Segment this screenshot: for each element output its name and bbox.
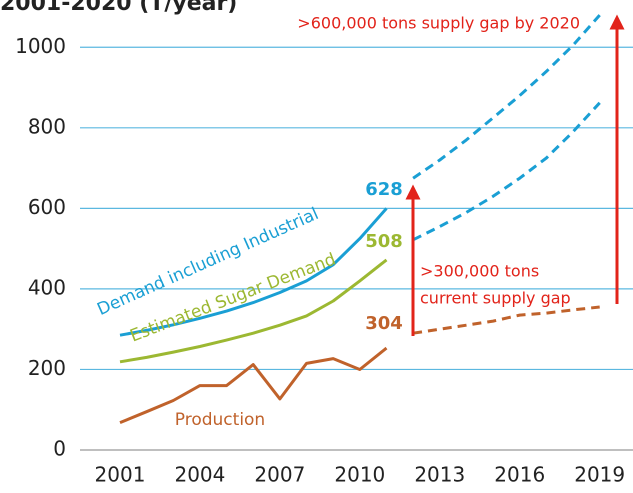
chart-title: 2001-2020 (T/year) (0, 0, 237, 16)
y-tick-label: 0 (53, 437, 66, 461)
x-tick-label: 2007 (254, 463, 305, 487)
y-tick-label: 600 (28, 195, 66, 219)
y-tick-label: 800 (28, 114, 66, 138)
series-label: Estimated Sugar Demand (127, 250, 338, 347)
x-tick-label: 2019 (574, 463, 625, 487)
x-tick-label: 2010 (334, 463, 385, 487)
y-tick-label: 200 (28, 356, 66, 380)
x-tick-label: 2001 (95, 463, 146, 487)
y-tick-label: 400 (28, 275, 66, 299)
series-line (119, 258, 388, 364)
annotation: >300,000 tons (420, 262, 539, 281)
annotation: 508 (365, 231, 403, 252)
annotation: >600,000 tons supply gap by 2020 (297, 14, 580, 33)
x-tick-label: 2016 (494, 463, 545, 487)
x-tick-label: 2013 (414, 463, 465, 487)
series-line (119, 207, 388, 337)
y-tick-label: 1000 (15, 34, 66, 58)
series-line (119, 346, 388, 424)
projection-line (412, 14, 601, 180)
x-tick-label: 2004 (174, 463, 225, 487)
projection-line (412, 101, 601, 242)
annotation: current supply gap (420, 289, 571, 308)
projection-line (412, 305, 600, 335)
series-label: Production (175, 410, 265, 430)
annotation: 628 (365, 179, 403, 200)
annotation: 304 (365, 313, 403, 334)
